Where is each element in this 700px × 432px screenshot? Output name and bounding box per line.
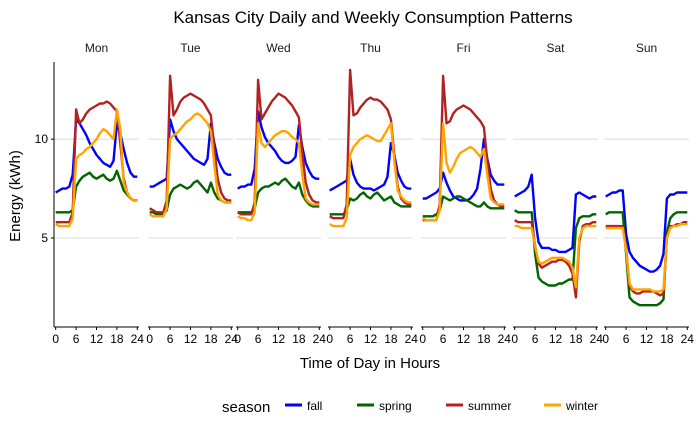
x-tick-label: 24: [131, 332, 145, 346]
facet-label: Sat: [546, 41, 565, 55]
x-tick-label: 18: [569, 332, 583, 346]
series-line-fall: [329, 141, 412, 192]
x-tick-label: 0: [146, 332, 153, 346]
x-tick-label: 0: [52, 332, 59, 346]
x-tick-label: 6: [532, 332, 539, 346]
facet-label: Fri: [457, 41, 471, 55]
series-line-fall: [55, 118, 138, 194]
x-tick-label: 18: [477, 332, 491, 346]
x-tick-label: 18: [660, 332, 674, 346]
x-tick-label: 6: [73, 332, 80, 346]
series-line-summer: [149, 74, 232, 214]
series-line-winter: [422, 122, 505, 222]
x-tick-label: 18: [384, 332, 398, 346]
x-axis-label: Time of Day in Hours: [300, 355, 440, 372]
x-tick-label: 12: [549, 332, 563, 346]
facet-label: Tue: [180, 41, 201, 55]
facet-panel-fri: Fri 0 6 12 18 24: [419, 41, 511, 346]
x-tick-label: 0: [511, 332, 518, 346]
x-tick-label: 6: [255, 332, 262, 346]
y-axis-label: Energy (kWh): [7, 150, 24, 242]
x-tick-label: 6: [623, 332, 630, 346]
series-line-summer: [514, 219, 597, 299]
facet-panel-sun: Sun 0 6 12 18 24: [602, 41, 694, 346]
x-tick-label: 12: [90, 332, 104, 346]
facet-label: Sun: [636, 41, 657, 55]
x-tick-label: 6: [347, 332, 354, 346]
y-tick-label: 10: [35, 132, 49, 146]
x-tick-label: 24: [313, 332, 327, 346]
x-tick-label: 18: [110, 332, 124, 346]
series-line-fall: [237, 110, 320, 190]
legend-label-spring: spring: [379, 399, 412, 413]
series-line-winter: [329, 122, 412, 228]
x-tick-label: 12: [272, 332, 286, 346]
facet-label: Mon: [85, 41, 108, 55]
series-line-winter: [149, 112, 232, 218]
series-line-spring: [55, 169, 138, 214]
x-tick-label: 12: [364, 332, 378, 346]
x-tick-label: 18: [292, 332, 306, 346]
facet-panel-wed: Wed 0 6 12 18 24: [234, 41, 326, 346]
x-tick-label: 6: [167, 332, 174, 346]
legend: season fall spring summer winter: [222, 399, 598, 416]
series-line-summer: [237, 78, 320, 216]
facet-panel-sat: Sat 0 6 12 18 24: [511, 41, 603, 346]
facet-label: Wed: [266, 41, 290, 55]
series-line-spring: [605, 211, 688, 307]
series-line-fall: [149, 118, 232, 188]
facet-panel-mon: Mon 5 10 0 6 12 18 24: [35, 41, 145, 346]
x-tick-label: 18: [204, 332, 218, 346]
series-line-winter: [514, 224, 597, 289]
chart-title: Kansas City Daily and Weekly Consumption…: [173, 8, 572, 27]
facet-label: Thu: [360, 41, 381, 55]
facet-panel-thu: Thu 0 6 12 18 24: [326, 41, 418, 346]
x-tick-label: 12: [640, 332, 654, 346]
x-tick-label: 24: [590, 332, 604, 346]
x-tick-label: 12: [184, 332, 198, 346]
series-line-fall: [422, 137, 505, 202]
x-tick-label: 24: [225, 332, 239, 346]
x-tick-label: 0: [602, 332, 609, 346]
x-tick-label: 6: [440, 332, 447, 346]
x-tick-label: 0: [326, 332, 333, 346]
series-line-fall: [514, 173, 597, 254]
y-tick-label: 5: [41, 231, 48, 245]
x-tick-label: 0: [419, 332, 426, 346]
legend-label-winter: winter: [565, 399, 598, 413]
series-line-winter: [55, 108, 138, 228]
legend-label-summer: summer: [468, 399, 511, 413]
series-line-winter: [605, 222, 688, 293]
x-tick-label: 24: [498, 332, 512, 346]
x-tick-label: 12: [457, 332, 471, 346]
x-tick-label: 24: [681, 332, 695, 346]
x-tick-label: 24: [405, 332, 419, 346]
series-line-fall: [605, 189, 688, 273]
legend-label-fall: fall: [307, 399, 322, 413]
series-line-spring: [422, 195, 505, 218]
legend-title: season: [222, 399, 270, 416]
x-tick-label: 0: [234, 332, 241, 346]
series-line-winter: [237, 122, 320, 222]
series-line-spring: [514, 209, 597, 287]
